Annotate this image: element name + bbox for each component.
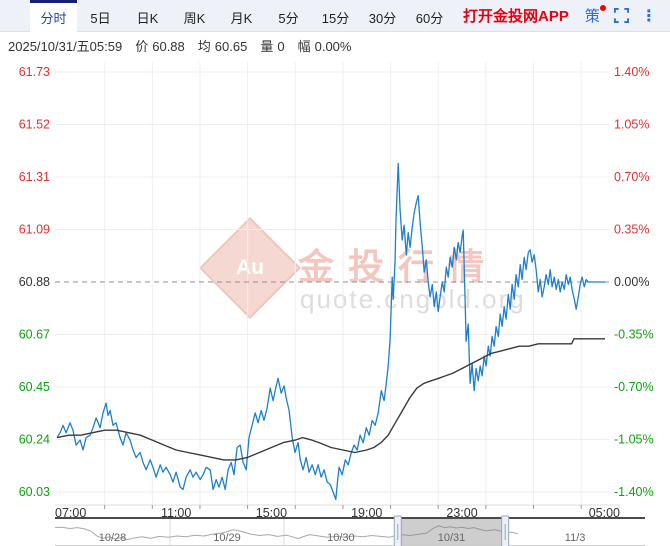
y-axis-label-right: 1.40% bbox=[614, 65, 649, 79]
navigator-date-label[interactable]: 10/28 bbox=[99, 532, 127, 544]
navigator-sparkline bbox=[54, 525, 519, 541]
y-axis-label-right: 1.05% bbox=[614, 118, 649, 132]
average-field: 均 60.65 bbox=[198, 36, 248, 55]
notification-dot-icon bbox=[599, 5, 606, 11]
y-axis-label-left: 60.45 bbox=[19, 380, 50, 394]
x-axis-label: 23:00 bbox=[446, 506, 477, 520]
more-menu-icon[interactable]: ⋮ bbox=[640, 7, 657, 25]
tab-zhouk[interactable]: 周K bbox=[183, 10, 206, 26]
x-axis-label: 19:00 bbox=[351, 506, 382, 520]
y-axis-label-right: -1.40% bbox=[614, 485, 654, 499]
x-axis-label: 15:00 bbox=[256, 506, 287, 520]
navigator-date-label[interactable]: 10/30 bbox=[327, 532, 355, 544]
intraday-chart[interactable]: 61.73 1.40% 61.52 1.05% 61.31 0.70% 61.09 0.35%… bbox=[0, 58, 670, 546]
x-axis-label: 11:00 bbox=[161, 506, 191, 520]
x-axis-label: 07:00 bbox=[55, 506, 86, 520]
open-app-link[interactable]: 打开金投网APP bbox=[463, 8, 569, 25]
y-axis-label-left: 60.03 bbox=[19, 485, 50, 499]
price-line bbox=[56, 162, 605, 501]
y-axis-label-left: 61.73 bbox=[19, 65, 50, 79]
tab-15fen[interactable]: 15分 bbox=[321, 10, 350, 26]
volume-value: 0 bbox=[277, 38, 285, 54]
average-label: 均 bbox=[197, 38, 211, 54]
navigator-selection[interactable] bbox=[397, 519, 506, 545]
strategy-button[interactable]: 策 bbox=[584, 0, 606, 31]
navigator-date-label[interactable]: 10/29 bbox=[213, 532, 241, 544]
change-field: 幅 0.00% bbox=[298, 36, 352, 55]
y-axis-label-left: 60.88 bbox=[19, 275, 50, 289]
tab-5fen[interactable]: 5分 bbox=[278, 10, 299, 26]
y-axis-label-right: 0.35% bbox=[614, 223, 649, 237]
price-field: 价 60.88 bbox=[135, 36, 185, 55]
y-axis-label-left: 61.09 bbox=[19, 223, 50, 237]
y-axis-label-right: 0.70% bbox=[614, 170, 649, 184]
tab-30fen[interactable]: 30分 bbox=[368, 10, 397, 26]
quote-datetime: 2025/10/31/五05:59 bbox=[8, 38, 123, 54]
y-axis-label-left: 61.31 bbox=[19, 170, 50, 184]
y-axis-label-left: 61.52 bbox=[19, 118, 50, 132]
average-value: 60.65 bbox=[214, 38, 248, 54]
y-axis-label-left: 60.67 bbox=[19, 328, 50, 342]
strategy-label: 策 bbox=[584, 8, 600, 25]
change-label: 幅 bbox=[297, 38, 311, 54]
chart-plot-area[interactable] bbox=[55, 62, 610, 505]
average-line bbox=[56, 338, 605, 461]
change-value: 0.00% bbox=[314, 38, 352, 54]
tab-yuek[interactable]: 月K bbox=[230, 10, 253, 26]
y-axis-label-right: -0.70% bbox=[614, 380, 654, 394]
fullscreen-icon[interactable] bbox=[613, 0, 629, 31]
x-axis-label: 05:00 bbox=[589, 506, 620, 520]
y-axis-label-left: 60.24 bbox=[19, 433, 50, 447]
price-label: 价 bbox=[135, 38, 149, 54]
navigator-date-label[interactable]: 10/31 bbox=[438, 532, 466, 544]
y-axis-label-right: -1.05% bbox=[614, 433, 654, 447]
tab-5ri[interactable]: 5日 bbox=[90, 10, 111, 26]
navigator-date-label[interactable]: 11/3 bbox=[565, 532, 586, 544]
period-tabs: 分时 5日 日K 周K 月K 5分 15分 30分 60分 bbox=[30, 0, 453, 32]
tab-fenshi[interactable]: 分时 bbox=[30, 0, 77, 32]
y-axis-label-right: 0.00% bbox=[614, 275, 649, 289]
y-axis-label-right: -0.35% bbox=[614, 328, 654, 342]
volume-label: 量 bbox=[260, 38, 274, 54]
price-value: 60.88 bbox=[152, 38, 185, 54]
tab-60fen[interactable]: 60分 bbox=[415, 10, 444, 26]
tab-rik[interactable]: 日K bbox=[136, 10, 159, 26]
period-tabbar: 分时 5日 日K 周K 月K 5分 15分 30分 60分 打开金投网APP 策 ⋮ bbox=[0, 0, 670, 32]
